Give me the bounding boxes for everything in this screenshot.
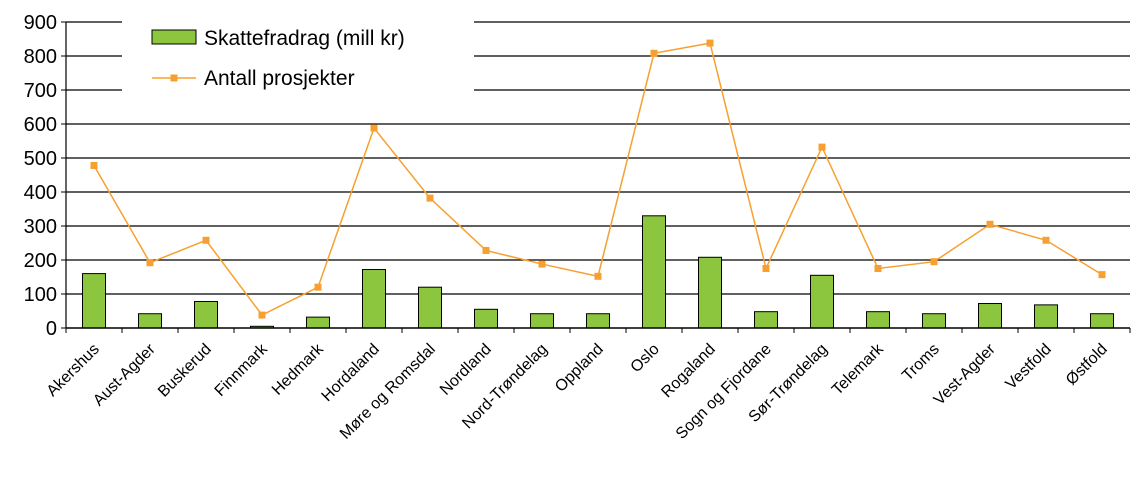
line-point	[1098, 271, 1106, 279]
x-tick-label: Rogaland	[658, 341, 718, 401]
line-point	[818, 143, 826, 151]
line-point	[1042, 236, 1050, 244]
bar	[306, 316, 330, 329]
axes	[61, 21, 1131, 333]
line-point	[482, 246, 490, 254]
x-tick-label: Oslo	[628, 341, 663, 376]
bar	[362, 269, 386, 329]
x-tick-label: Vestfold	[1003, 341, 1055, 393]
legend-background	[122, 14, 474, 100]
x-tick-label: Østfold	[1063, 341, 1111, 389]
bar	[82, 273, 106, 329]
line-point	[90, 161, 98, 169]
bar	[922, 313, 946, 329]
line-point	[370, 124, 378, 132]
x-tick-label: Nordland	[437, 341, 495, 399]
x-tick-label: Troms	[899, 341, 943, 385]
line-point	[426, 194, 434, 202]
y-tick-label: 700	[24, 80, 57, 102]
bar	[1090, 313, 1114, 329]
bar	[194, 300, 218, 329]
line-point	[594, 272, 602, 280]
bar	[810, 274, 834, 329]
line-point	[314, 283, 322, 291]
line-series	[90, 39, 1106, 319]
bar	[978, 303, 1002, 329]
line-point	[706, 39, 714, 47]
line-point	[650, 49, 658, 57]
x-tick-label: Møre og Romsdal	[337, 341, 439, 443]
bar	[418, 286, 442, 329]
legend-label-bar: Skattefradrag (mill kr)	[204, 27, 405, 50]
line-point	[930, 258, 938, 266]
line-point	[762, 265, 770, 272]
line-point	[258, 311, 266, 319]
x-tick-label: Hedmark	[269, 340, 328, 399]
y-tick-label: 300	[24, 216, 57, 238]
legend-label-line: Antall prosjekter	[204, 67, 355, 90]
x-tick-label: Telemark	[829, 340, 888, 399]
y-tick-label: 500	[24, 148, 57, 170]
x-tick-label: Oppland	[552, 341, 607, 396]
y-tick-label: 800	[24, 46, 57, 68]
line-point	[202, 236, 210, 244]
y-tick-label: 900	[24, 12, 57, 34]
bar	[642, 215, 666, 329]
y-tick-labels: 0 100 200 300 400 500 600 700 800 900	[24, 12, 57, 340]
x-tick-label: Akershus	[44, 341, 103, 400]
bar	[586, 313, 610, 329]
y-tick-label: 600	[24, 114, 57, 136]
x-tick-labels: AkershusAust-AgderBuskerudFinnmarkHedmar…	[44, 340, 1111, 443]
legend: Skattefradrag (mill kr) Antall prosjekte…	[122, 14, 474, 100]
y-tick-label: 200	[24, 250, 57, 272]
bar	[698, 256, 722, 329]
line-point	[538, 260, 546, 268]
x-tick-label: Sogn og Fjordane	[673, 341, 775, 443]
bar	[530, 313, 554, 329]
line-point	[874, 265, 882, 272]
x-tick-label: Finnmark	[212, 340, 272, 400]
bar	[138, 313, 162, 329]
bar	[474, 308, 498, 329]
line-point	[986, 220, 994, 228]
line-point	[146, 259, 154, 267]
x-tick-label: Buskerud	[155, 341, 215, 401]
y-tick-label: 400	[24, 182, 57, 204]
x-tick-label: Vest-Agder	[931, 340, 999, 408]
legend-swatch-marker	[170, 74, 178, 82]
legend-swatch-bar	[151, 29, 197, 45]
bar	[866, 311, 890, 329]
y-tick-label: 100	[24, 284, 57, 306]
bar-series	[82, 215, 1114, 329]
y-tick-label: 0	[46, 318, 57, 340]
bar	[754, 311, 778, 329]
bar	[1034, 304, 1058, 329]
